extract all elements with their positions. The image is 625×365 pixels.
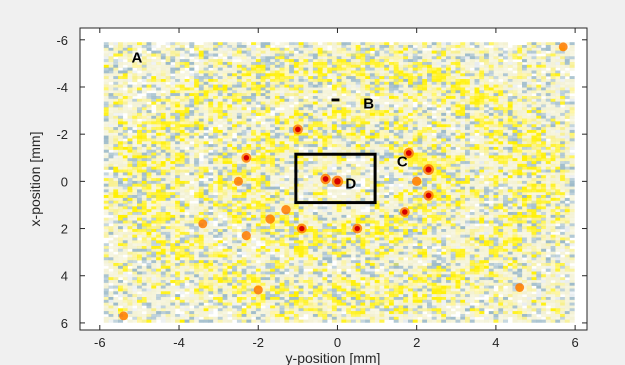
x-tick-label: -6	[94, 335, 106, 350]
y-tick-label: 2	[61, 222, 68, 237]
marker-b-square	[331, 98, 340, 102]
axis-ticks: -6 -4 -2 0 2 4 6 -6 -4 -2 0 2 4 6	[56, 28, 587, 350]
annotation-c: C	[397, 153, 408, 170]
annotation-d: D	[345, 176, 356, 193]
hot-spot-peak	[425, 166, 432, 173]
x-axis-label: y-position [mm]	[286, 350, 381, 365]
hot-spot-peak	[405, 150, 412, 156]
hot-spot	[198, 219, 208, 229]
x-tick-label: 2	[413, 335, 420, 350]
y-tick-label: -4	[56, 80, 68, 95]
annotation-a: A	[131, 49, 142, 66]
y-tick-label: -6	[56, 33, 68, 48]
y-tick-label: 4	[61, 269, 68, 284]
hot-spot-peak	[402, 209, 408, 215]
hot-spot	[411, 176, 422, 187]
x-tick-label: 0	[334, 335, 341, 350]
x-tick-label: -2	[252, 335, 264, 350]
hot-spot	[281, 204, 291, 215]
hot-spot	[253, 285, 263, 295]
hot-spot-peak	[334, 178, 341, 185]
x-tick-label: -4	[173, 335, 185, 350]
x-tick-label: 6	[572, 335, 579, 350]
hot-spot	[265, 214, 275, 224]
annotations: A B C D	[131, 49, 408, 205]
hot-spot-peak	[322, 176, 329, 182]
hot-spot	[241, 231, 251, 241]
x-tick-label: 4	[492, 335, 499, 350]
y-tick-label: 6	[61, 316, 68, 331]
hot-spot	[119, 311, 129, 321]
hot-spot	[233, 176, 244, 186]
hot-spot-peak	[425, 192, 432, 199]
axes-frame	[79, 27, 588, 331]
hot-spot	[558, 42, 568, 52]
hot-spot-peak	[299, 225, 305, 232]
y-axis-label: x-position [mm]	[27, 132, 43, 227]
hot-spot-peak	[243, 155, 250, 161]
hot-spot-peak	[354, 225, 360, 232]
heatmap-cells	[103, 42, 575, 323]
hot-spot	[515, 283, 525, 292]
annotation-b: B	[363, 96, 374, 113]
marker-d-box	[294, 152, 377, 205]
y-tick-label: 0	[61, 174, 68, 189]
hot-spot-peak	[295, 126, 301, 133]
y-tick-label: -2	[56, 127, 68, 142]
